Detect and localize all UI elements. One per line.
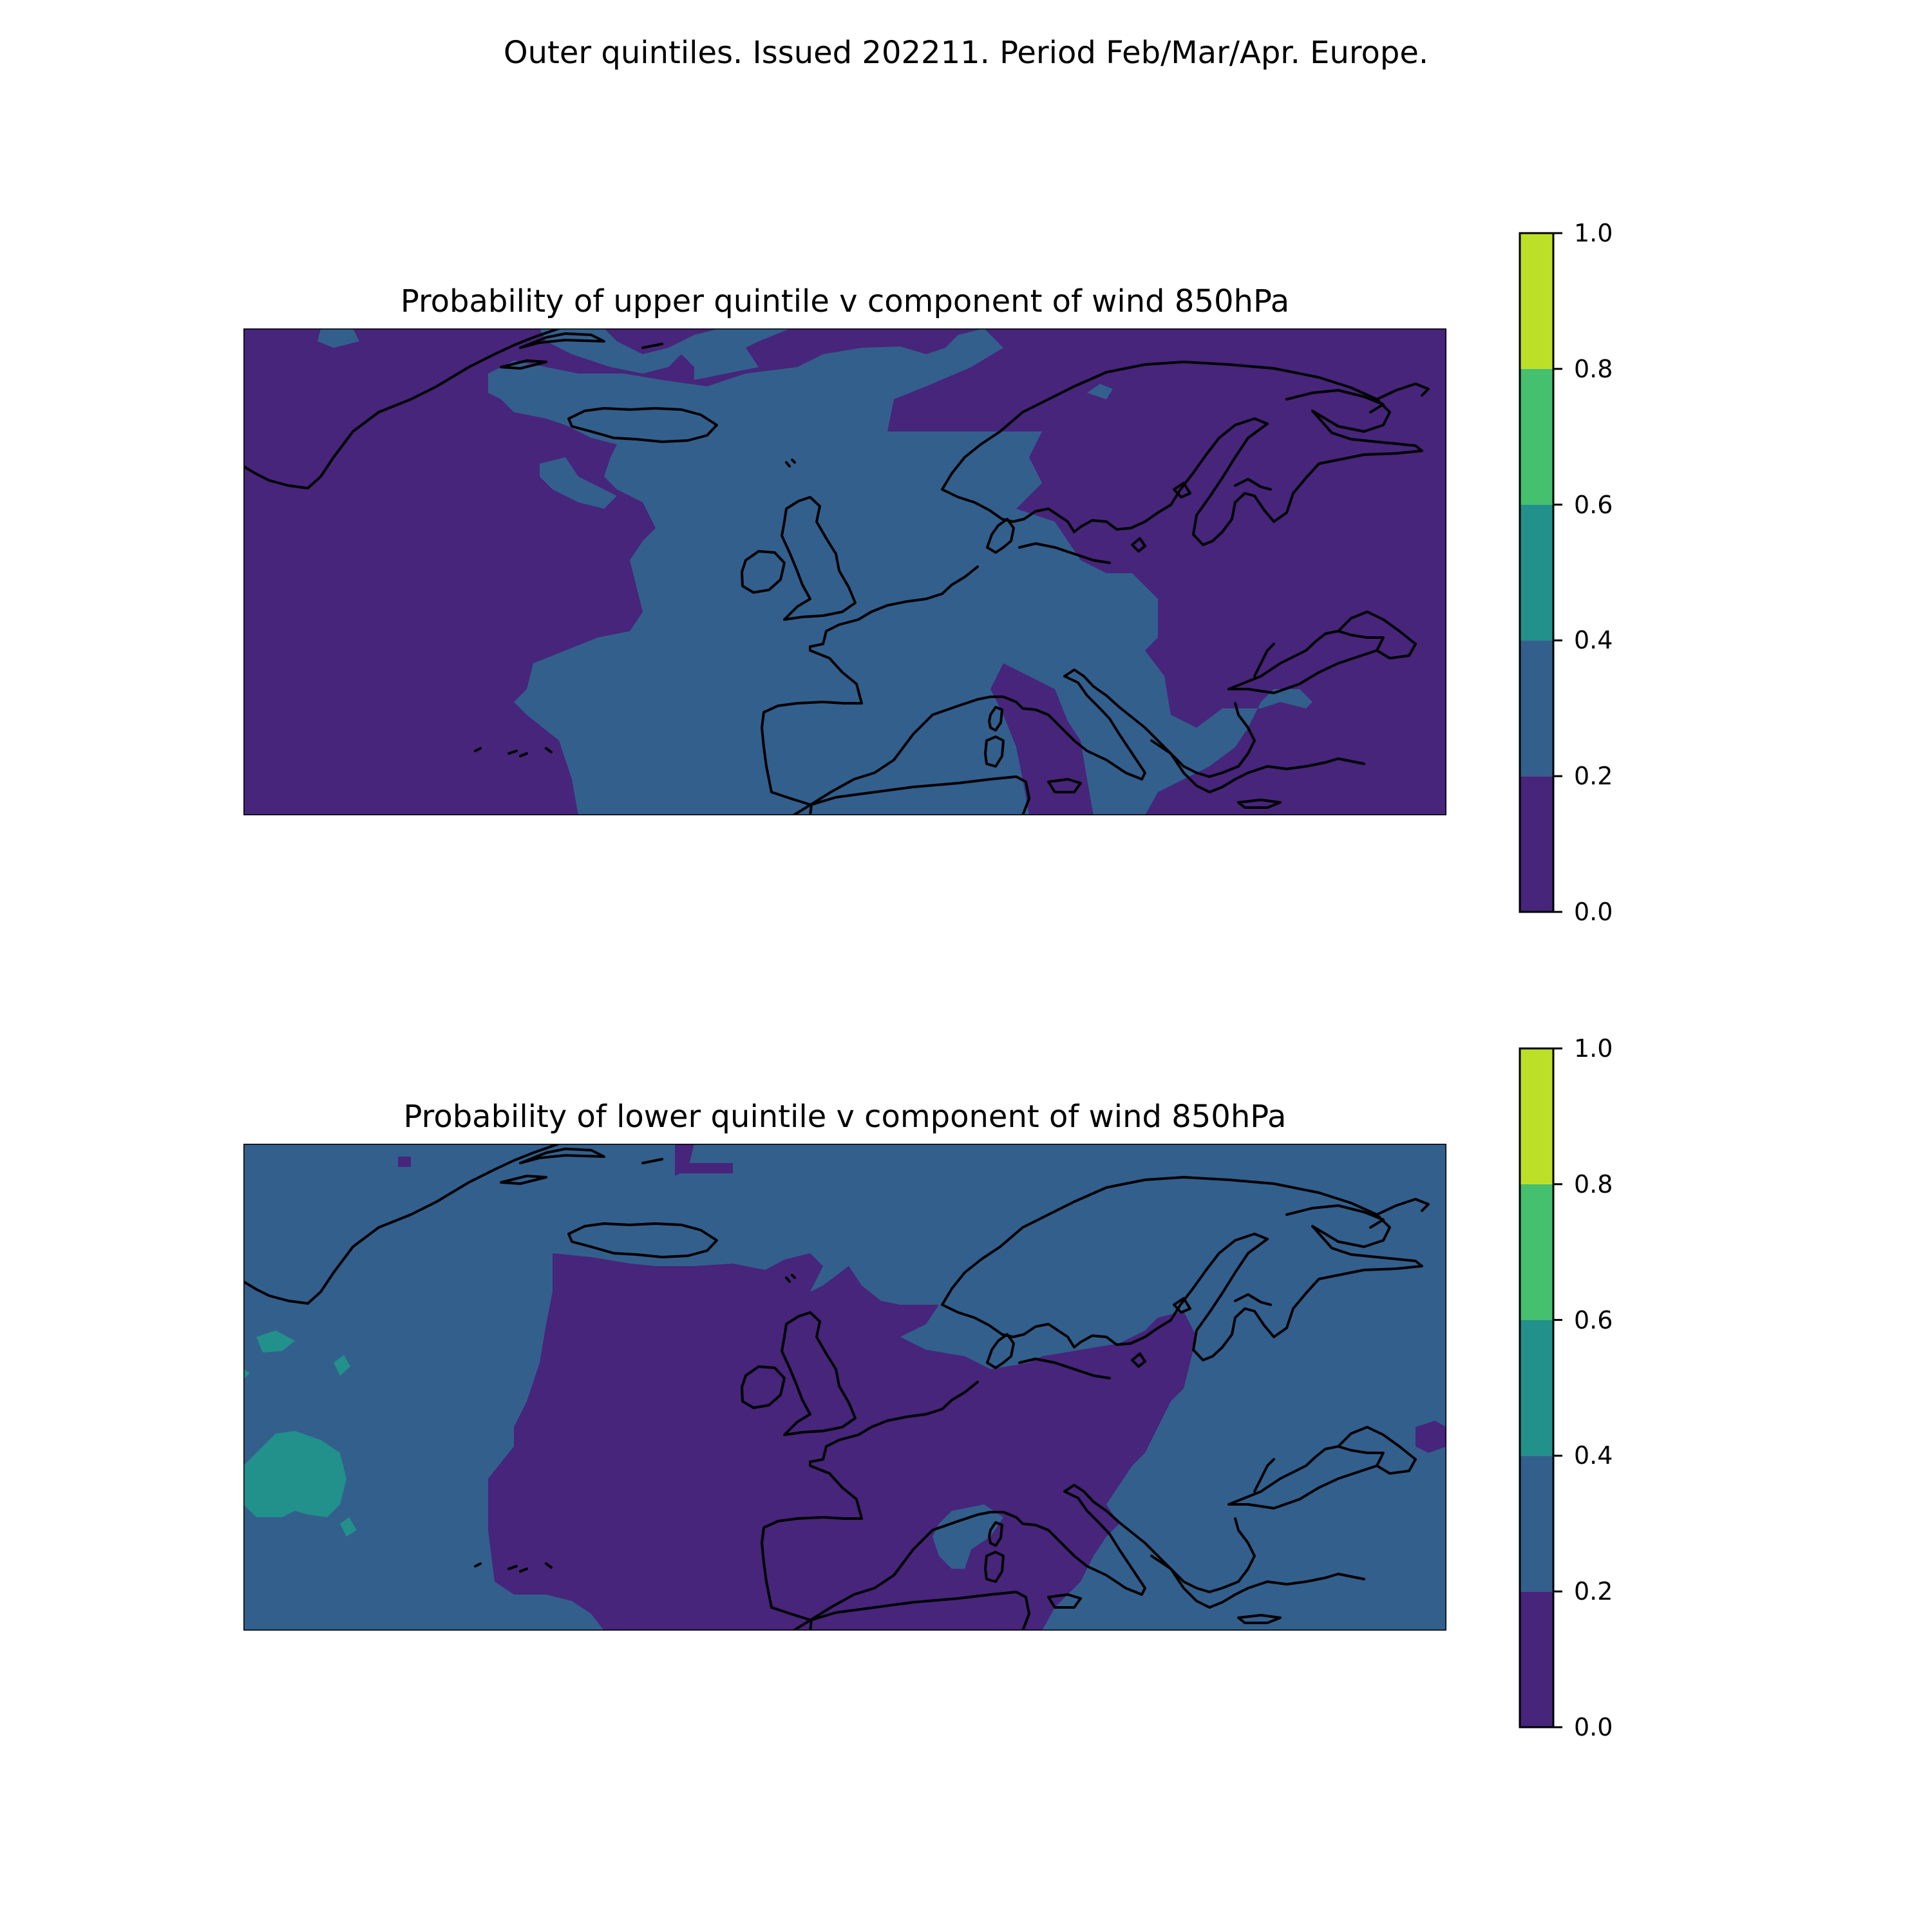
field-region-west-atlantic-high (334, 1355, 350, 1376)
field-region-north-patch (675, 1144, 694, 1176)
colorbar-frame (1519, 232, 1555, 913)
colorbar-tick-label: 0.2 (1574, 1577, 1613, 1605)
panel-title-upper: Probability of upper quintile v componen… (400, 283, 1290, 319)
colorbar-tick-label: 1.0 (1574, 219, 1613, 247)
colorbar-level-2 (1520, 1320, 1553, 1456)
field-region-east-patch (1416, 1421, 1446, 1453)
field-region-west-atlantic-high (243, 1431, 346, 1517)
colorbar-level-0 (1520, 1591, 1553, 1727)
colorbar-tick-label: 0.4 (1574, 626, 1613, 654)
colorbar-tick-label: 1.0 (1574, 1034, 1613, 1063)
colorbar-tick-label: 0.0 (1574, 898, 1613, 926)
colorbar-frame (1519, 1047, 1555, 1728)
colorbar-level-2 (1520, 504, 1553, 641)
map-upper-quintile (243, 328, 1446, 815)
field-region-small-patch (398, 1157, 411, 1167)
colorbar-level-0 (1520, 776, 1553, 912)
field-region-atlantic-patch (540, 457, 617, 509)
field-region-north-sea-patch (1087, 384, 1113, 399)
colorbar-lower (1519, 1047, 1562, 1728)
colorbar-tick-label: 0.4 (1574, 1441, 1613, 1470)
field-region-greenland-patch (317, 328, 359, 348)
field-region-small-patch (681, 1163, 733, 1173)
colorbar-tick-label: 0.2 (1574, 762, 1613, 790)
field-region-west-atlantic-high (340, 1517, 357, 1537)
field-region-west-atlantic-high (256, 1331, 295, 1352)
colorbar-level-4 (1520, 233, 1553, 369)
colorbar-level-1 (1520, 640, 1553, 777)
field-region-central-low (488, 1253, 1197, 1631)
figure-title: Outer quintiles. Issued 202211. Period F… (503, 35, 1429, 71)
panel-title-lower: Probability of lower quintile v componen… (403, 1099, 1287, 1135)
colorbar-level-3 (1520, 368, 1553, 505)
colorbar-upper (1519, 232, 1562, 913)
colorbar-level-3 (1520, 1184, 1553, 1320)
colorbar-tick-label: 0.6 (1574, 1306, 1613, 1334)
colorbar-level-4 (1520, 1048, 1553, 1184)
field-region-central-atlantic-europe (488, 328, 1312, 815)
map-lower-quintile (243, 1144, 1446, 1631)
colorbar-tick-label: 0.8 (1574, 355, 1613, 383)
field-region-med-patch (933, 1504, 1003, 1569)
colorbar-tick-label: 0.6 (1574, 491, 1613, 519)
field-region-west-atlantic-high (243, 1369, 250, 1379)
colorbar-tick-label: 0.0 (1574, 1713, 1613, 1741)
colorbar-level-1 (1520, 1455, 1553, 1592)
colorbar-tick-label: 0.8 (1574, 1170, 1613, 1198)
